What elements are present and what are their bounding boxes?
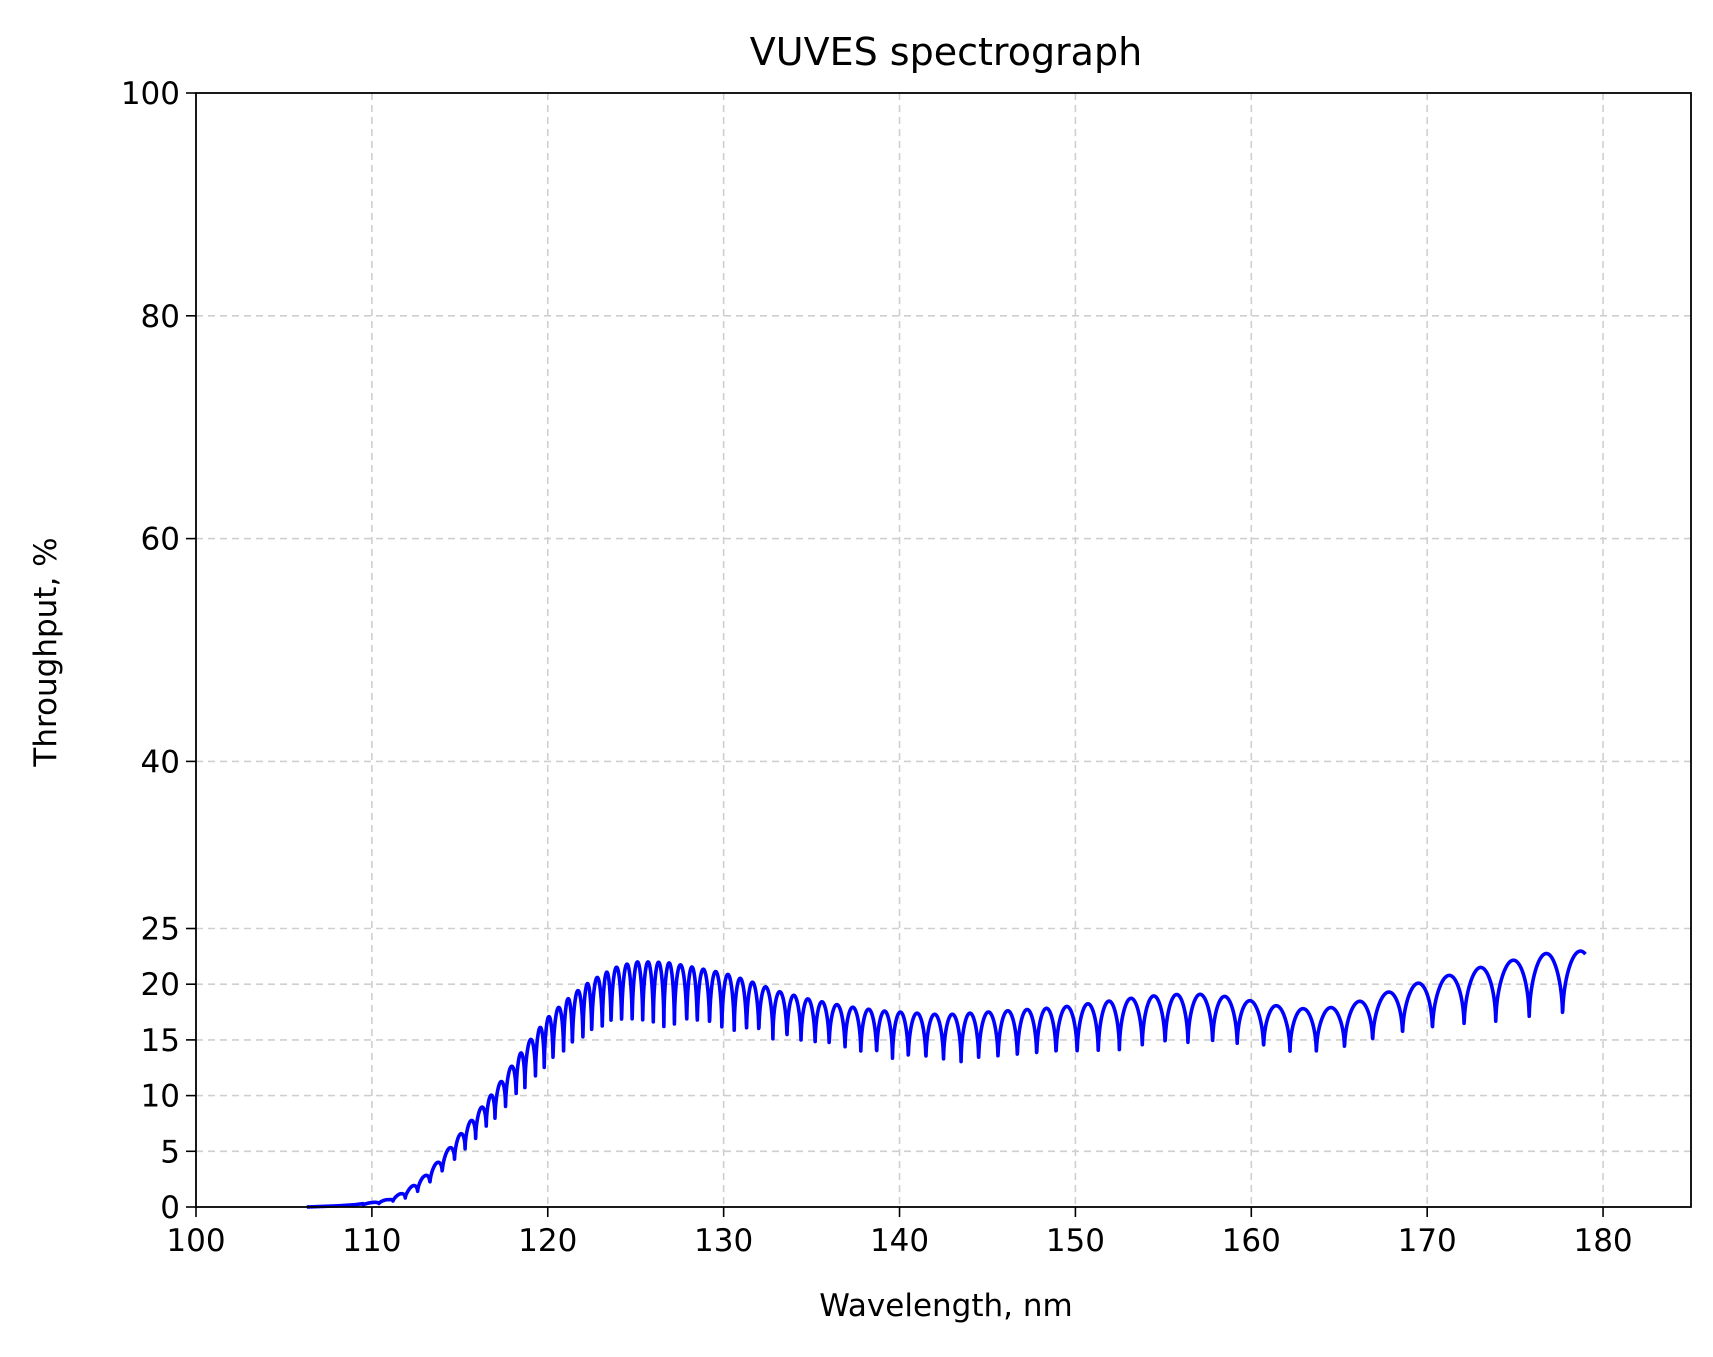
y-tick-label: 0	[160, 1190, 180, 1226]
series-line	[305, 949, 1588, 1209]
y-tick-label: 60	[141, 522, 180, 558]
x-axis-title: Wavelength, nm	[819, 1288, 1072, 1324]
y-tick-label: 5	[160, 1134, 180, 1170]
x-tick-label: 140	[870, 1223, 929, 1259]
x-tick-label: 100	[166, 1223, 225, 1259]
x-tick-label: 160	[1222, 1223, 1281, 1259]
x-tick-label: 110	[342, 1223, 401, 1259]
x-tick-label: 130	[694, 1223, 753, 1259]
plot-frame	[195, 92, 1692, 1208]
y-tick-label: 15	[141, 1023, 180, 1059]
y-axis-title: Throughput, %	[28, 537, 64, 767]
y-tick-label: 10	[141, 1079, 180, 1115]
y-tick-label: 80	[141, 299, 180, 335]
x-tick-label: 180	[1573, 1223, 1632, 1259]
y-tick-label: 20	[141, 967, 180, 1003]
x-tick-label: 150	[1046, 1223, 1105, 1259]
ticks: 100 110 120 130 140 150 160 170 180 0 5 10 15 20 25 40 6…	[121, 76, 1633, 1259]
chart-title: VUVES spectrograph	[750, 30, 1142, 74]
x-tick-label: 120	[518, 1223, 577, 1259]
y-tick-label: 100	[121, 76, 180, 112]
x-tick-label: 170	[1398, 1223, 1457, 1259]
y-tick-label: 40	[141, 744, 180, 780]
y-tick-label: 25	[141, 912, 180, 948]
series-layer	[305, 949, 1588, 1209]
